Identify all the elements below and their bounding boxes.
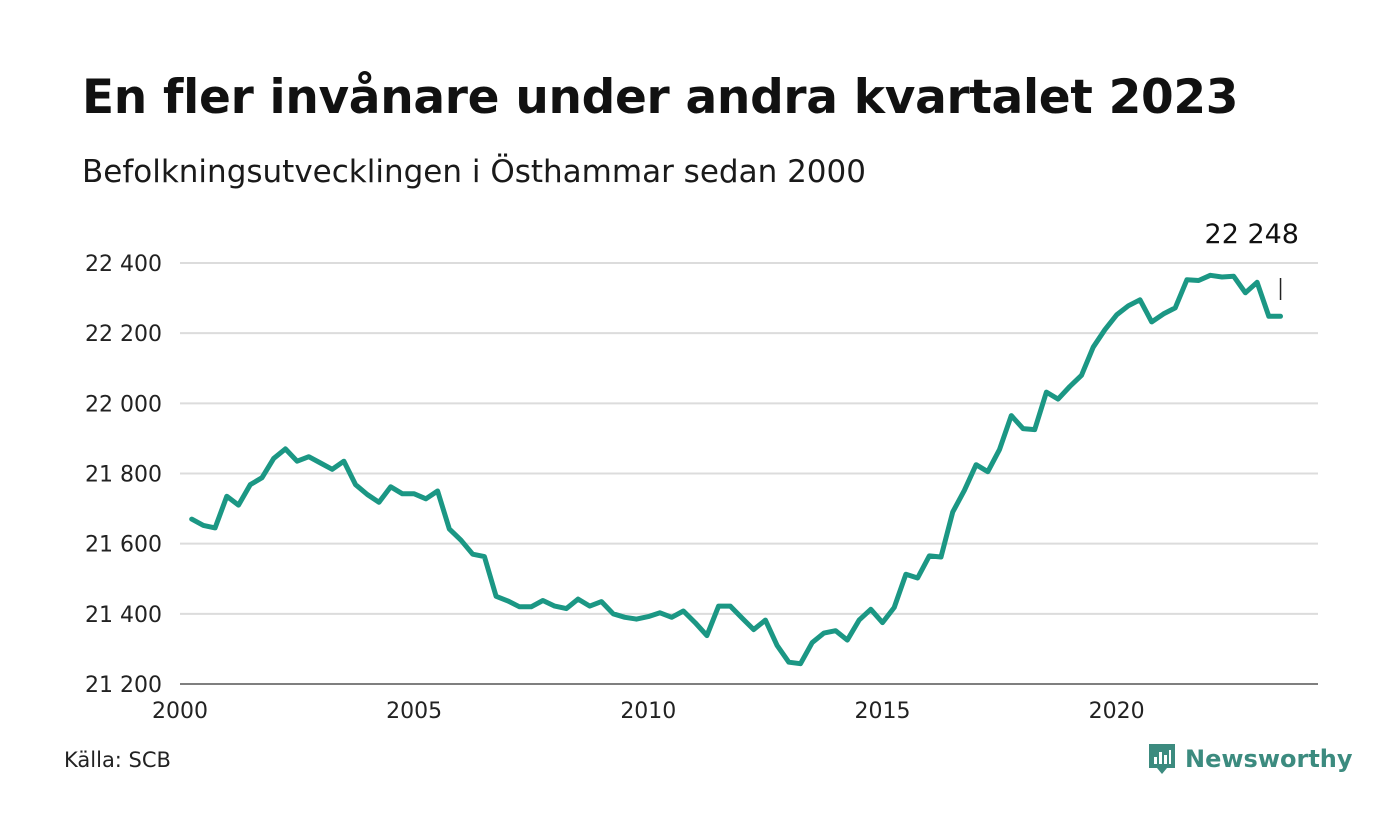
y-tick-label: 21 800: [85, 463, 162, 488]
line-chart: 21 200 21 400 21 600 21 800 22 000 22 200 22 4…: [85, 219, 1318, 724]
x-tick-label: 2005: [386, 699, 442, 724]
y-tick-label: 22 000: [85, 392, 162, 417]
newsworthy-logo-icon: [1149, 744, 1175, 774]
x-tick-label: 2020: [1089, 699, 1145, 724]
x-tick-label: 2000: [152, 699, 208, 724]
y-axis-tick-labels: 21 200 21 400 21 600 21 800 22 000 22 200 22 4…: [85, 252, 162, 698]
y-tick-label: 21 600: [85, 533, 162, 558]
brand-name: Newsworthy: [1185, 745, 1353, 773]
series-group: [189, 272, 1283, 667]
x-tick-label: 2015: [854, 699, 910, 724]
series-line: [189, 272, 1283, 667]
chart-subtitle: Befolkningsutvecklingen i Östhammar seda…: [82, 154, 866, 190]
grid-lines: [180, 262, 1318, 685]
end-annotation-group: 22 248: [1205, 219, 1299, 300]
brand-logo[interactable]: Newsworthy: [1147, 742, 1353, 776]
x-tick-label: 2010: [620, 699, 676, 724]
y-tick-label: 22 400: [85, 252, 162, 277]
source-note: Källa: SCB: [64, 748, 171, 772]
chart-title: En fler invånare under andra kvartalet 2…: [82, 70, 1239, 125]
x-axis-tick-labels: 2000 2005 2010 2015 2020: [152, 699, 1145, 724]
end-value-label: 22 248: [1205, 219, 1299, 250]
y-tick-label: 22 200: [85, 322, 162, 347]
y-tick-label: 21 400: [85, 603, 162, 628]
y-tick-label: 21 200: [85, 673, 162, 698]
